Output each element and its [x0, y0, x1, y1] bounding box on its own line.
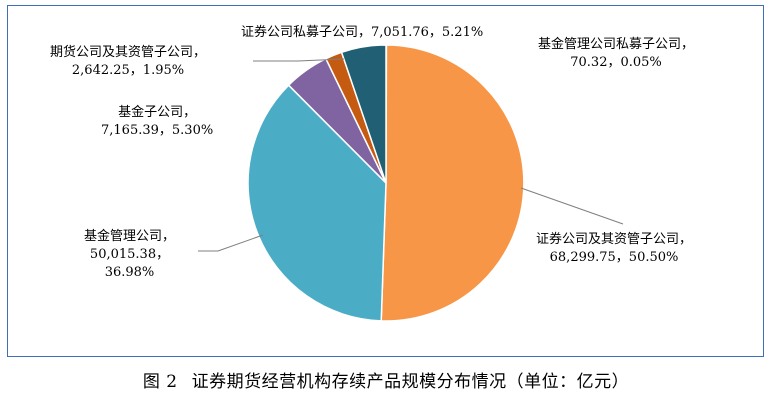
- leader-line-fund-mgmt: [198, 234, 264, 252]
- label-futures-name: 期货公司及其资管子公司，: [50, 45, 207, 60]
- figure-number: 图 2: [142, 372, 178, 392]
- label-sec-private-sub-text: 证券公司私募子公司，7,051.76，5.21%: [241, 25, 484, 40]
- pie-slice-5: [340, 44, 387, 184]
- label-fund-mgmt-value: 50,015.38，: [89, 247, 170, 262]
- pie-chart: [198, 44, 624, 322]
- leader-line-sec-asset-mgmt: [520, 187, 624, 225]
- label-fund-private-sub-value: 70.32，0.05%: [570, 55, 662, 70]
- label-sec-asset-mgmt-value: 68,299.75，50.50%: [549, 250, 679, 265]
- leader-line-futures: [253, 58, 345, 62]
- label-sec-private-sub: 证券公司私募子公司，7,051.76，5.21%: [241, 24, 483, 42]
- pie-slice-1: [380, 44, 525, 322]
- label-fund-sub-value: 7,165.39，5.30%: [101, 123, 214, 138]
- label-futures: 期货公司及其资管子公司， 2,642.25，1.95%: [50, 44, 206, 80]
- label-fund-mgmt-name: 基金管理公司，: [84, 229, 176, 244]
- pie-slice-2: [247, 84, 387, 322]
- caption-text: 证券期货经营机构存续产品规模分布情况（单位：亿元）: [191, 372, 630, 392]
- label-fund-private-sub: 基金管理公司私募子公司， 70.32，0.05%: [538, 36, 694, 72]
- label-sec-asset-mgmt-name: 证券公司及其资管子公司，: [536, 232, 693, 247]
- label-fund-mgmt-pct: 36.98%: [104, 265, 155, 280]
- label-sec-asset-mgmt: 证券公司及其资管子公司， 68,299.75，50.50%: [536, 231, 692, 267]
- label-fund-mgmt: 基金管理公司， 50,015.38， 36.98%: [84, 228, 175, 282]
- label-fund-private-sub-name: 基金管理公司私募子公司，: [538, 37, 695, 52]
- label-futures-value: 2,642.25，1.95%: [71, 63, 185, 78]
- figure-caption: 图 2 证券期货经营机构存续产品规模分布情况（单位：亿元）: [0, 367, 772, 392]
- label-fund-sub-name: 基金子公司，: [118, 105, 197, 120]
- chart-frame: 基金管理公司私募子公司， 70.32，0.05% 证券公司私募子公司，7,051…: [7, 5, 764, 357]
- label-fund-sub: 基金子公司， 7,165.39，5.30%: [101, 104, 213, 140]
